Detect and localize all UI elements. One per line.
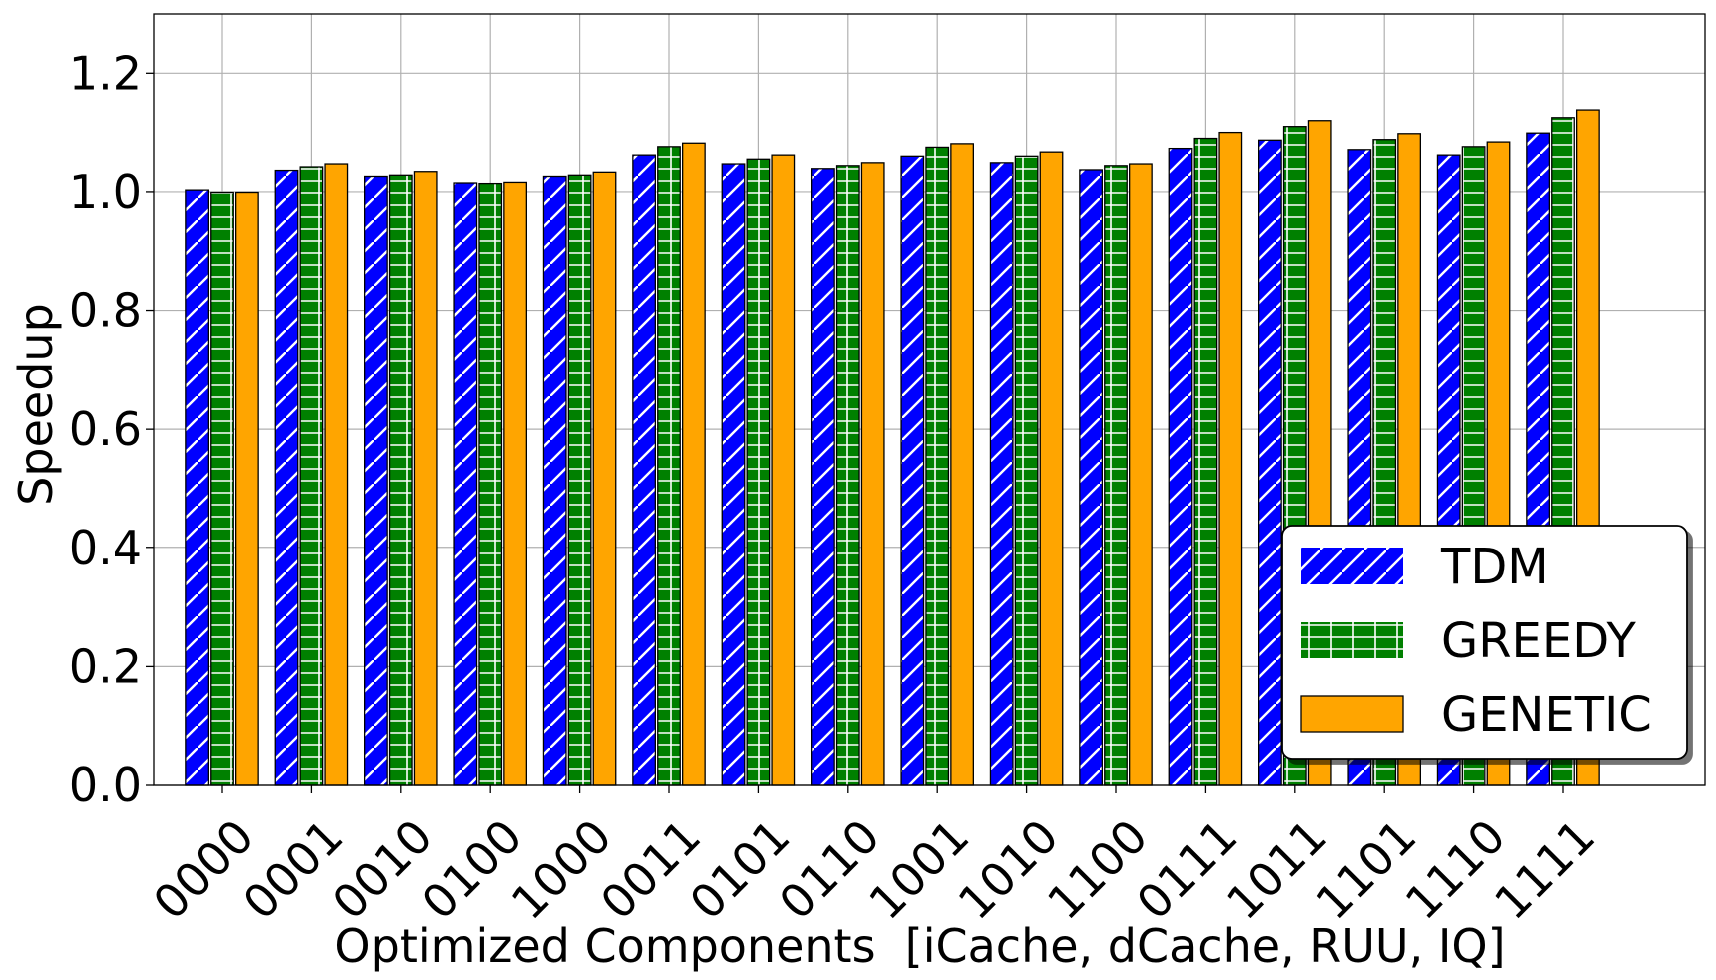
bar-tdm: [453, 182, 478, 786]
x-tick-label: 0010: [322, 809, 443, 930]
bar-genetic: [1129, 163, 1153, 786]
legend-label-tdm: TDM: [1440, 539, 1549, 595]
x-tick-label: 0001: [233, 809, 354, 930]
bar-genetic: [950, 143, 974, 786]
bar-genetic: [1039, 151, 1064, 786]
bar-greedy: [388, 174, 413, 786]
x-tick-label: 0000: [143, 809, 264, 930]
y-tick-label: 1.0: [69, 165, 142, 219]
bar-tdm: [632, 154, 656, 786]
bar-genetic: [592, 171, 617, 786]
y-tick-label: 0.8: [69, 284, 142, 338]
bar-tdm: [274, 169, 299, 786]
y-tick-label: 0.4: [69, 521, 142, 575]
x-tick-label: 1000: [501, 809, 622, 930]
x-tick-label: 0100: [411, 809, 532, 930]
bar-genetic: [503, 181, 528, 786]
bar-greedy: [567, 174, 592, 786]
x-tick-label: 0110: [769, 809, 890, 930]
x-tick-label: 1101: [1305, 809, 1426, 930]
x-tick-label: 1011: [1216, 809, 1337, 930]
x-axis-label: Optimized Components [iCache, dCache, RU…: [334, 919, 1505, 973]
y-axis-label: Speedup: [9, 303, 63, 506]
x-tick-label: 1100: [1037, 809, 1158, 930]
bar-greedy: [478, 182, 503, 786]
plot-area-frame: [153, 13, 1706, 786]
y-tick-label: 1.2: [69, 46, 142, 100]
bar-tdm: [1258, 139, 1282, 786]
bar-genetic: [860, 162, 885, 786]
legend-swatch-genetic: [1300, 695, 1404, 733]
bar-genetic: [234, 191, 259, 786]
bar-tdm: [900, 155, 925, 786]
bar-greedy: [1104, 165, 1128, 786]
y-tick-label: 0.0: [69, 758, 142, 812]
bar-genetic: [1218, 131, 1243, 786]
bar-series: [185, 109, 1600, 786]
legend-label-genetic: GENETIC: [1441, 687, 1652, 743]
bar-greedy: [210, 191, 234, 786]
bar-tdm: [721, 163, 746, 786]
x-tick-label: 1010: [948, 809, 1069, 930]
legend-label-greedy: GREEDY: [1441, 613, 1637, 669]
legend-swatch-greedy: [1301, 622, 1403, 658]
bar-greedy: [746, 158, 771, 786]
y-tick-label: 0.2: [69, 639, 142, 693]
bar-genetic: [682, 142, 706, 786]
bar-tdm: [989, 162, 1014, 786]
x-tick-label: 1111: [1484, 809, 1605, 930]
bar-tdm: [1079, 169, 1103, 786]
bar-greedy: [925, 146, 950, 786]
bar-tdm: [363, 175, 388, 786]
legend: TDM GREEDY GENETIC: [1281, 525, 1688, 760]
bar-greedy: [835, 165, 860, 786]
legend-swatch-tdm: [1301, 548, 1403, 584]
bar-genetic: [413, 171, 438, 786]
bar-greedy: [299, 166, 324, 786]
bar-tdm: [1168, 147, 1193, 786]
bar-tdm: [542, 175, 567, 786]
x-tick-label: 0111: [1127, 809, 1248, 930]
bar-genetic: [324, 163, 349, 786]
bar-tdm: [185, 189, 210, 786]
x-tick-label: 1110: [1395, 809, 1516, 930]
x-tick-label: 0101: [680, 809, 801, 930]
bar-greedy: [657, 146, 681, 786]
x-tick-label: 0011: [590, 809, 711, 930]
x-tick-label: 1001: [858, 809, 979, 930]
y-tick-label: 0.6: [69, 402, 142, 456]
bar-greedy: [1014, 155, 1039, 786]
bar-greedy: [1193, 137, 1218, 786]
bar-genetic: [771, 154, 796, 786]
bar-tdm: [811, 168, 835, 786]
